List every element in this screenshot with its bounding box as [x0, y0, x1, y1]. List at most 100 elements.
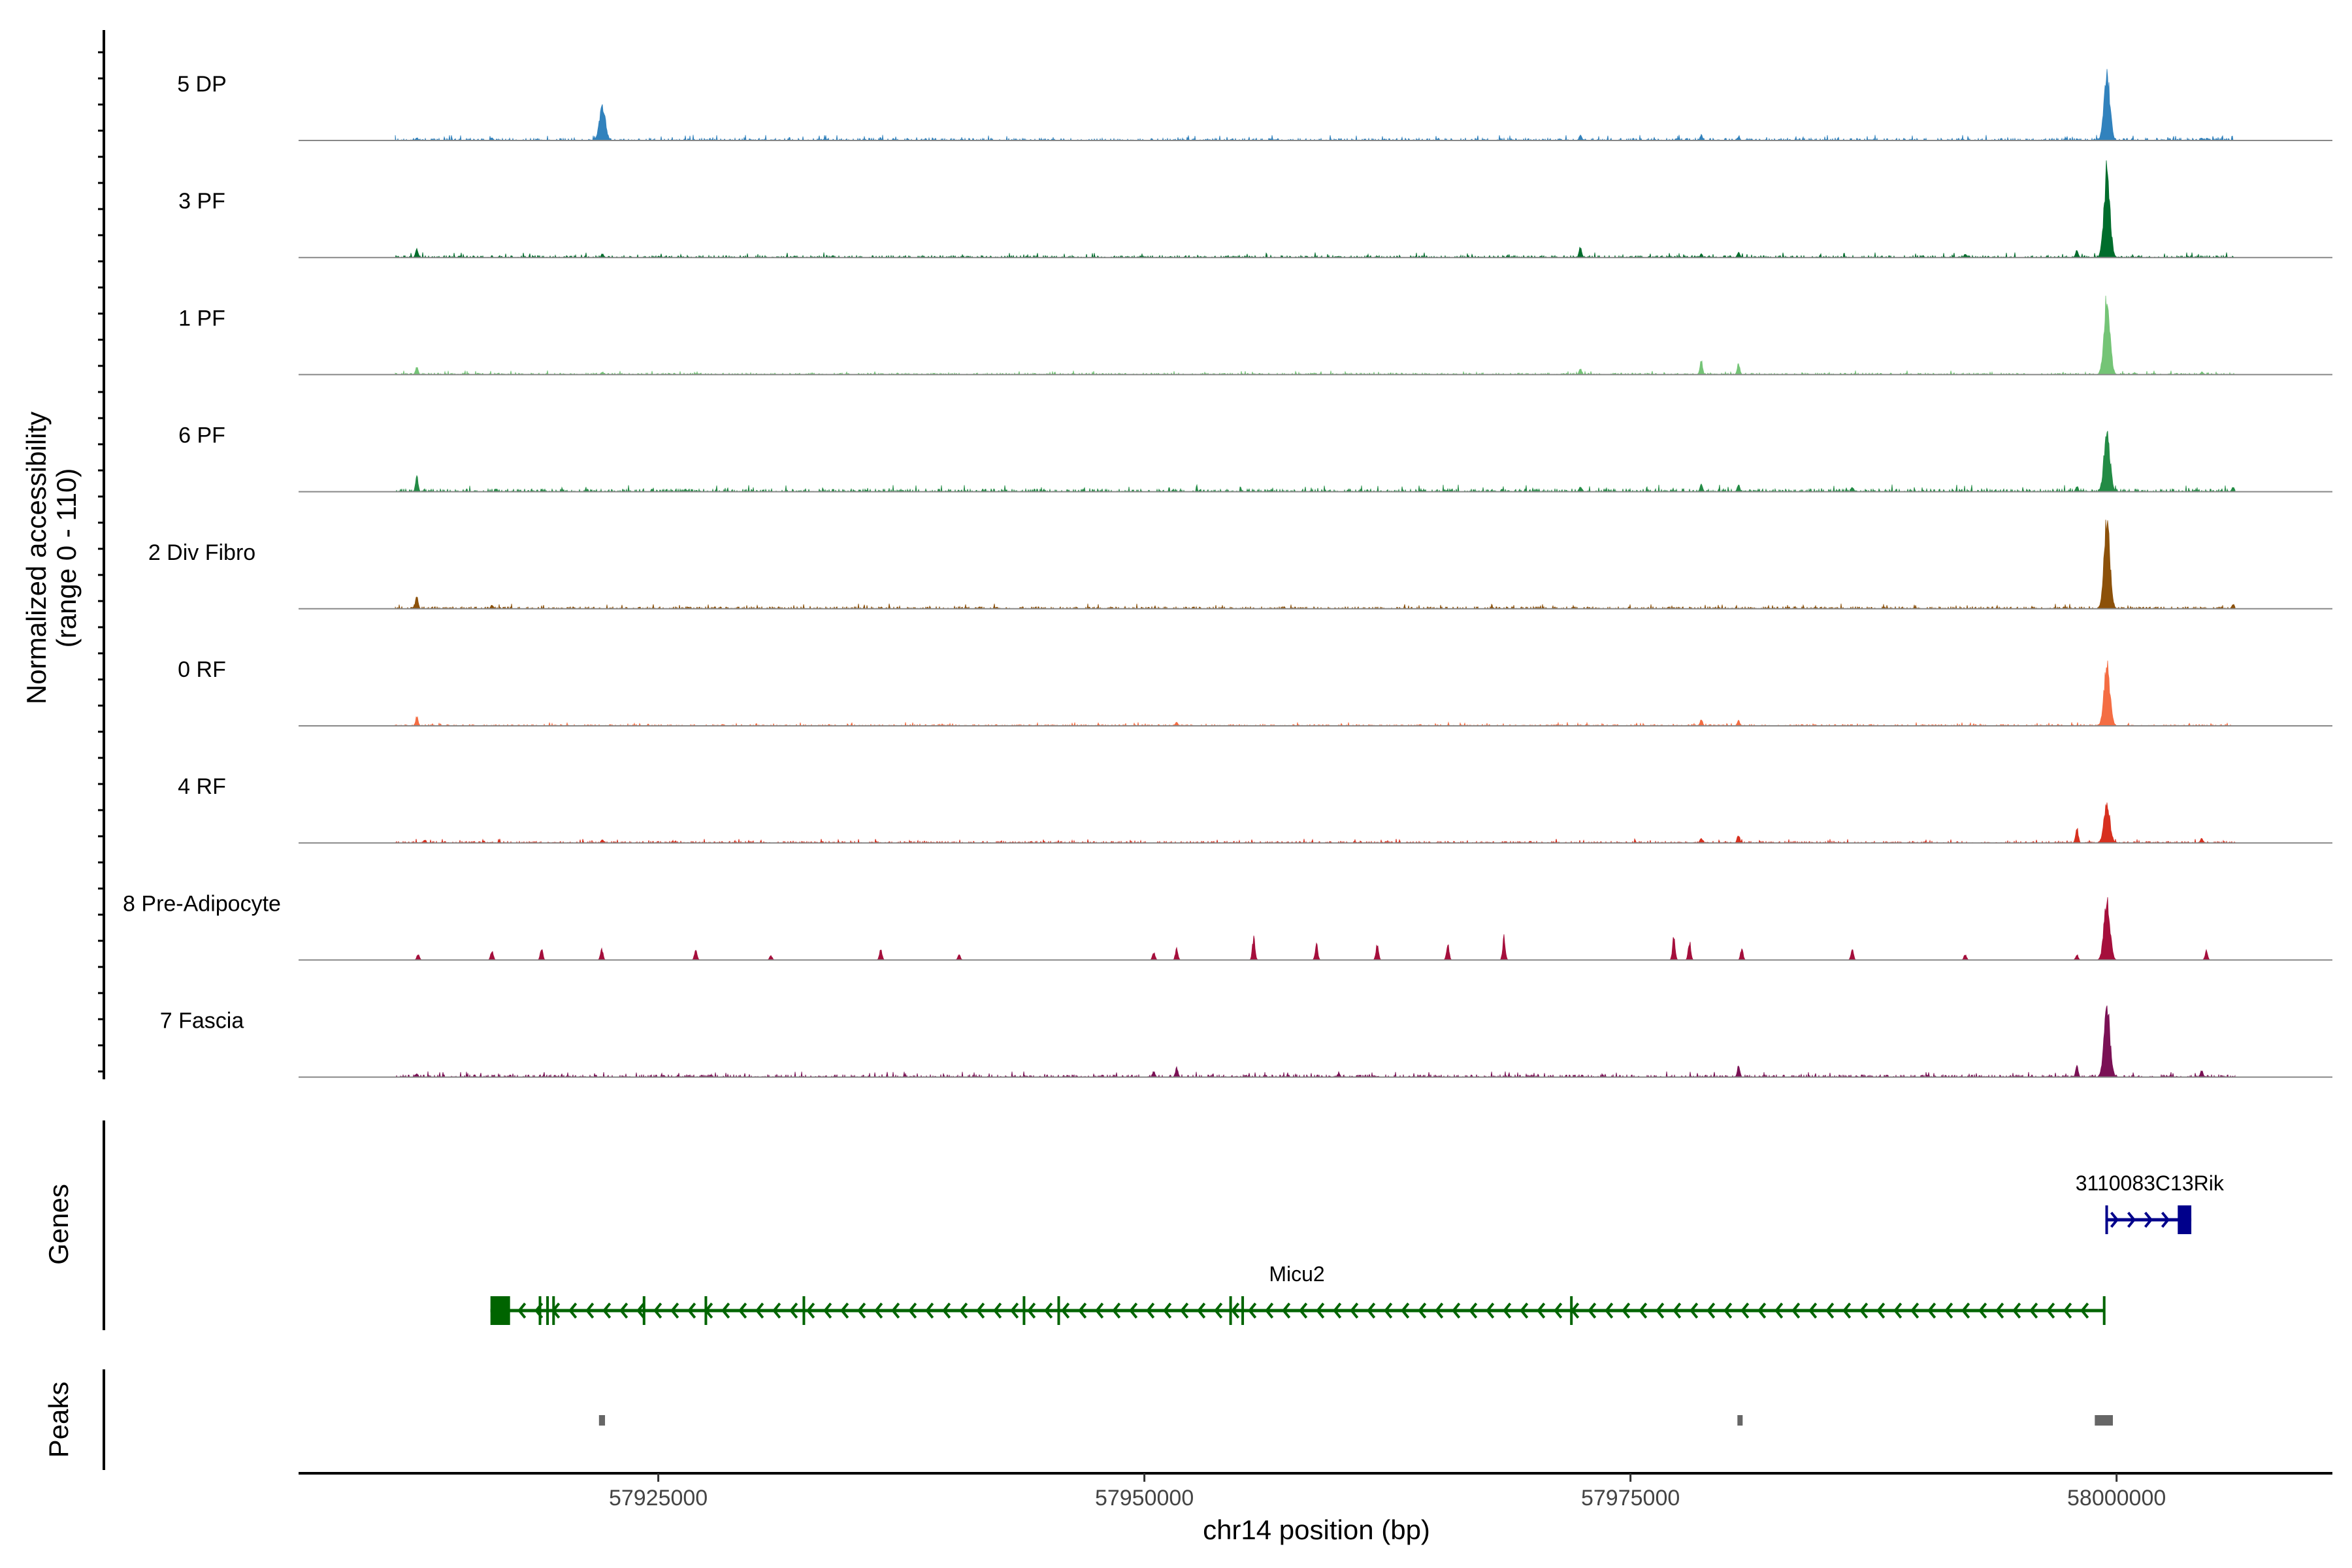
strand-arrow-left-icon: [1095, 1302, 1104, 1319]
gene-label: 3110083C13Rik: [2076, 1171, 2225, 1195]
strand-arrow-left-icon: [874, 1302, 883, 1319]
strand-arrow-left-icon: [1503, 1302, 1512, 1319]
strand-arrow-right-icon: [2144, 1211, 2153, 1228]
strand-arrow-left-icon: [1299, 1302, 1308, 1319]
gene-exon: [1570, 1296, 1573, 1325]
strand-arrow-left-icon: [2029, 1302, 2038, 1319]
strand-arrow-left-icon: [1163, 1302, 1172, 1319]
strand-arrow-left-icon: [1265, 1302, 1274, 1319]
strand-arrow-left-icon: [1469, 1302, 1478, 1319]
strand-arrow-left-icon: [1129, 1302, 1138, 1319]
strand-arrow-left-icon: [823, 1302, 832, 1319]
strand-arrow-left-icon: [755, 1302, 764, 1319]
strand-arrow-left-icon: [1350, 1302, 1359, 1319]
gene-micu2: Micu2: [490, 1262, 2106, 1325]
gene-exon: [642, 1296, 645, 1325]
strand-arrow-left-icon: [1791, 1302, 1801, 1319]
gene-exon: [1057, 1296, 1060, 1325]
strand-arrow-left-icon: [1027, 1302, 1036, 1319]
strand-arrow-left-icon: [2063, 1302, 2072, 1319]
coverage-area: [395, 661, 2235, 727]
strand-arrow-right-icon: [2127, 1211, 2136, 1228]
gene-exon: [1241, 1296, 1245, 1325]
gene-exon: [490, 1296, 510, 1325]
strand-arrow-left-icon: [2080, 1302, 2089, 1319]
coverage-area: [395, 1005, 2236, 1079]
strand-arrow-left-icon: [1282, 1302, 1291, 1319]
strand-arrow-left-icon: [993, 1302, 1002, 1319]
strand-arrow-left-icon: [1044, 1302, 1053, 1319]
strand-arrow-left-icon: [1808, 1302, 1818, 1319]
genes-panel-label: Genes: [43, 1184, 74, 1265]
strand-arrow-left-icon: [1605, 1302, 1614, 1319]
gene-exon: [2105, 1205, 2108, 1234]
strand-arrow-left-icon: [687, 1302, 696, 1319]
strand-arrow-left-icon: [1876, 1302, 1886, 1319]
strand-arrow-left-icon: [1774, 1302, 1784, 1319]
strand-arrow-right-icon: [2161, 1211, 2170, 1228]
peak-region: [598, 1415, 606, 1426]
strand-arrow-left-icon: [653, 1302, 662, 1319]
track-2-div-fibro: 2 Div Fibro: [148, 519, 2332, 610]
strand-arrow-left-icon: [1452, 1302, 1461, 1319]
peak-region: [1737, 1415, 1743, 1426]
strand-arrow-left-icon: [1554, 1302, 1563, 1319]
track-label: 6 PF: [178, 423, 225, 448]
strand-arrow-left-icon: [1910, 1302, 1919, 1319]
y-axis-title-line1: Normalized accessibility: [21, 412, 52, 704]
track-8-pre-adipocyte: 8 Pre-Adipocyte: [123, 891, 2332, 961]
gene-exon: [802, 1296, 806, 1325]
strand-arrow-left-icon: [942, 1302, 951, 1319]
y-axis-ticks: [98, 51, 104, 1073]
coverage-area: [395, 431, 2236, 493]
gene-label: Micu2: [1269, 1262, 1324, 1286]
strand-arrow-left-icon: [1978, 1302, 1987, 1319]
strand-arrow-left-icon: [1316, 1302, 1325, 1319]
strand-arrow-left-icon: [636, 1302, 645, 1319]
strand-arrow-left-icon: [1757, 1302, 1767, 1319]
x-tick-label: 57925000: [609, 1486, 708, 1511]
strand-arrow-left-icon: [1231, 1302, 1240, 1319]
strand-arrow-left-icon: [1486, 1302, 1495, 1319]
strand-arrow-left-icon: [1197, 1302, 1206, 1319]
track-7-fascia: 7 Fascia: [160, 1005, 2332, 1079]
strand-arrow-left-icon: [1061, 1302, 1070, 1319]
track-label: 4 RF: [178, 774, 226, 799]
strand-arrow-left-icon: [959, 1302, 968, 1319]
strand-arrow-left-icon: [1248, 1302, 1257, 1319]
x-tick-label: 57975000: [1581, 1486, 1680, 1511]
strand-arrow-left-icon: [568, 1302, 578, 1319]
strand-arrow-left-icon: [1112, 1302, 1121, 1319]
strand-arrow-left-icon: [721, 1302, 730, 1319]
strand-arrow-left-icon: [772, 1302, 781, 1319]
strand-arrow-left-icon: [1146, 1302, 1155, 1319]
y-axis-title-line2: (range 0 - 110): [51, 468, 82, 648]
strand-arrow-left-icon: [1723, 1302, 1733, 1319]
strand-arrow-left-icon: [2046, 1302, 2055, 1319]
strand-arrow-left-icon: [1401, 1302, 1410, 1319]
strand-arrow-left-icon: [1944, 1302, 1953, 1319]
gene-exon: [538, 1296, 542, 1325]
strand-arrow-left-icon: [1214, 1302, 1223, 1319]
coverage-area: [395, 295, 2235, 376]
coverage-area: [395, 69, 2235, 142]
strand-arrow-left-icon: [619, 1302, 629, 1319]
strand-arrow-left-icon: [602, 1302, 612, 1319]
coverage-area: [395, 519, 2236, 610]
gene-3110083c13rik: 3110083C13Rik: [2076, 1171, 2225, 1234]
strand-arrow-left-icon: [2012, 1302, 2021, 1319]
gene-exon: [2102, 1296, 2106, 1325]
track-0-rf: 0 RF: [178, 657, 2332, 727]
strand-arrow-left-icon: [1435, 1302, 1444, 1319]
gene-exon: [704, 1296, 708, 1325]
strand-arrow-left-icon: [1384, 1302, 1393, 1319]
gene-exon: [1022, 1296, 1026, 1325]
strand-arrow-left-icon: [789, 1302, 798, 1319]
track-1-pf: 1 PF: [178, 295, 2332, 376]
track-5-dp: 5 DP: [177, 69, 2332, 142]
strand-arrow-left-icon: [976, 1302, 985, 1319]
peak-region: [2095, 1415, 2113, 1426]
strand-arrow-right-icon: [2110, 1211, 2119, 1228]
strand-arrow-left-icon: [1180, 1302, 1189, 1319]
